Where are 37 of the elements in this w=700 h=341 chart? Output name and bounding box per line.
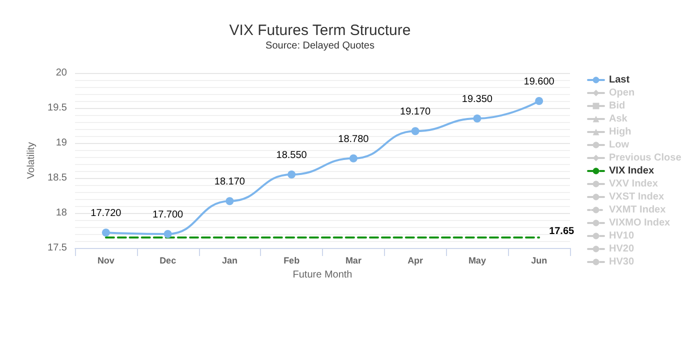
chart-title: VIX Futures Term Structure — [229, 22, 411, 39]
legend-label: Last — [609, 74, 630, 86]
data-label: 19.350 — [462, 94, 493, 105]
point — [473, 114, 482, 122]
x-tick-label: Nov — [97, 256, 114, 266]
data-label: 17.700 — [152, 210, 184, 220]
data-label: 18.550 — [276, 150, 308, 161]
y-tick-label: 19.5 — [48, 102, 68, 114]
data-label: 17.720 — [90, 208, 122, 220]
legend-label: VIX Index — [609, 166, 654, 176]
x-tick-label: Jan — [222, 256, 238, 266]
y-tick-label: 17.5 — [48, 242, 68, 254]
y-tick-label: 19 — [56, 138, 68, 148]
y-tick-label: 18.5 — [48, 172, 68, 184]
x-tick-label: Feb — [284, 256, 300, 266]
data-label: 19.600 — [524, 76, 555, 88]
x-tick-label: Mar — [345, 256, 362, 266]
x-tick-label: Apr — [408, 256, 424, 266]
x-tick-label: Dec — [160, 256, 176, 266]
point — [226, 197, 234, 206]
x-axis-title: Future Month — [292, 270, 352, 280]
point — [349, 154, 358, 162]
data-label: 17.65 — [549, 226, 575, 237]
x-tick-label: Jun — [531, 256, 548, 266]
data-label: 18.780 — [338, 134, 370, 145]
point — [102, 228, 110, 237]
data-label: 18.170 — [214, 176, 246, 188]
point — [411, 127, 420, 136]
y-axis-title: Volatility — [26, 142, 38, 179]
point — [535, 97, 544, 105]
point — [288, 170, 296, 178]
y-tick-label: 18 — [56, 208, 68, 218]
data-label: 19.170 — [400, 106, 432, 118]
x-tick-label: May — [468, 256, 486, 266]
point — [164, 230, 172, 238]
y-tick-label: 20 — [56, 68, 68, 78]
chart-subtitle: Source: Delayed Quotes — [266, 40, 374, 52]
